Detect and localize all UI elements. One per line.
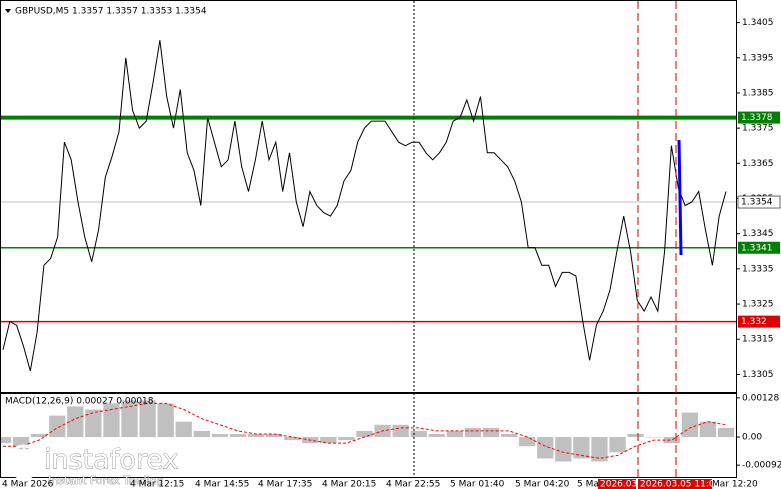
- macd-bar: [229, 433, 247, 438]
- macd-bar: [663, 437, 680, 444]
- level-label-box: [738, 111, 780, 124]
- macd-bar: [247, 433, 265, 438]
- level-label-box: [738, 241, 780, 254]
- level-label: 1.3341: [741, 243, 773, 253]
- tagline: Instant Forex Trading: [48, 474, 164, 487]
- x-tick-label: 5 Ma: [577, 480, 599, 489]
- macd-bar: [428, 433, 445, 438]
- macd-bar: [211, 433, 229, 438]
- macd-bar: [681, 412, 698, 438]
- macd-bar: [645, 437, 662, 438]
- y-tick-label: 1.3385: [742, 88, 774, 98]
- y-tick-label: 1.3315: [742, 335, 774, 345]
- macd-bar: [103, 403, 120, 438]
- macd-bar: [519, 437, 536, 447]
- x-tick-label: 5 Mar 01:40: [450, 480, 505, 489]
- y-tick-label: 1.3335: [742, 264, 774, 274]
- macd-bar: [609, 437, 626, 453]
- macd-bar: [0, 437, 12, 444]
- y-tick-label: 0.00128: [742, 393, 779, 403]
- macd-bar: [320, 437, 337, 444]
- x-tick-label: 4 Mar 12:15: [130, 480, 184, 489]
- x-tick-label: Mar 12:20: [712, 480, 758, 489]
- level-label-box: [738, 315, 780, 328]
- logo-mark: [12, 446, 36, 471]
- x-tick-label: 2026.03: [600, 480, 637, 489]
- macd-frame: [0, 393, 737, 478]
- macd-bar: [175, 421, 192, 438]
- last-price-label: 1.3354: [741, 198, 773, 208]
- level-label: 1.332: [741, 317, 767, 327]
- chart-title: GBPUSD,M5 1.3357 1.3357 1.3353 1.3354: [15, 7, 207, 17]
- macd-bar: [555, 437, 572, 462]
- macd-bar: [338, 437, 355, 441]
- logo-ring: [6, 444, 42, 480]
- macd-bar: [591, 437, 608, 462]
- time-label-box: [598, 479, 636, 489]
- y-tick-label: 1.3365: [742, 159, 774, 169]
- highlight-candle: [677, 139, 683, 256]
- macd-bar: [717, 427, 735, 438]
- brand: instaforex: [44, 445, 178, 476]
- y-tick-label: -0.00092: [742, 461, 781, 471]
- macd-bar: [537, 437, 554, 459]
- macd-bar: [446, 430, 464, 438]
- macd-bar: [482, 427, 500, 438]
- x-tick-label: 5 Mar 04:20: [515, 480, 570, 489]
- macd-bar: [284, 437, 301, 441]
- macd-bar: [85, 409, 102, 438]
- macd-bar: [265, 433, 283, 438]
- macd-bar: [157, 403, 174, 438]
- macd-bar: [356, 430, 373, 438]
- macd-bar: [464, 427, 482, 438]
- macd-bar: [500, 433, 518, 438]
- watermark: instaforex Instant Forex Trading: [6, 444, 179, 487]
- macd-bar: [49, 415, 66, 438]
- time-label-box: [638, 479, 712, 489]
- macd-bar: [121, 400, 138, 438]
- last-price-box: [737, 195, 781, 209]
- x-tick-label: 4 Mar 14:55: [195, 480, 249, 489]
- macd-title: MACD(12,26,9) 0.00027 0.00018: [5, 397, 154, 407]
- x-tick-label: 2026.03.05 11:00: [640, 480, 721, 489]
- level-label: 1.3378: [741, 113, 773, 123]
- menu-triangle: [5, 9, 11, 13]
- macd-bar: [627, 433, 644, 438]
- macd-bar: [31, 433, 48, 438]
- macd-bar: [410, 430, 427, 438]
- macd-bar: [67, 406, 84, 438]
- y-tick-label: 1.3405: [742, 18, 774, 28]
- macd-bar: [699, 421, 717, 438]
- x-tick-label: 4 Mar 20:15: [322, 480, 376, 489]
- y-tick-label: 1.3345: [742, 229, 774, 239]
- y-tick-label: 0.00: [742, 433, 762, 443]
- macd-bar: [193, 430, 210, 438]
- y-tick-label: 1.3325: [742, 300, 774, 310]
- y-tick-label: 1.3395: [742, 53, 774, 63]
- macd-bar: [573, 437, 590, 459]
- y-tick-label: 1.3305: [742, 370, 774, 380]
- y-tick-label: 1.3375: [742, 124, 774, 134]
- macd-bar: [139, 400, 156, 438]
- signal-line: [3, 402, 727, 459]
- price-line: [2, 40, 727, 372]
- plot-area: [0, 40, 737, 462]
- x-tick-label: 4 Mar 17:35: [258, 480, 312, 489]
- price-frame: [0, 0, 737, 393]
- x-tick-label: 4 Mar 22:55: [386, 480, 440, 489]
- macd-bar: [392, 424, 409, 438]
- x-tick-label: 4 Mar 2026: [2, 480, 54, 489]
